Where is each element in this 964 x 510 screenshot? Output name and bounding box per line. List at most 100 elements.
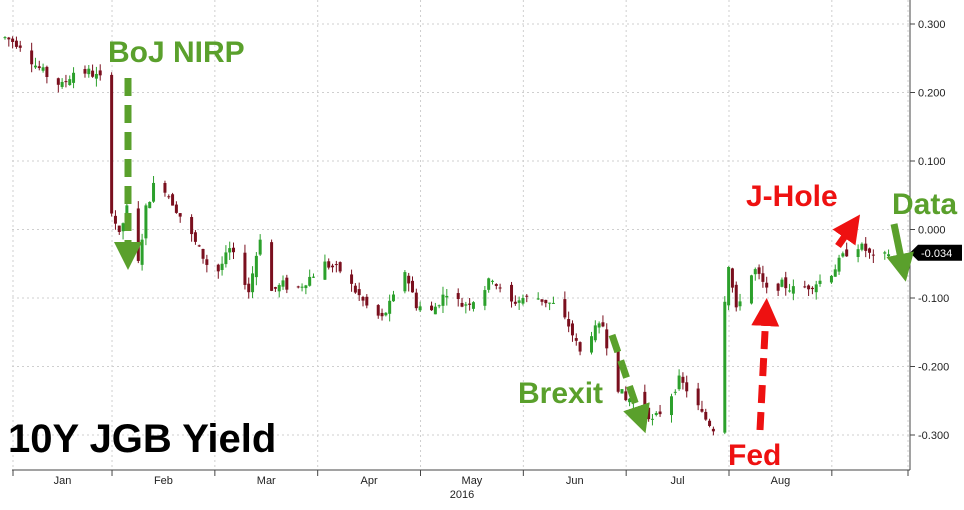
brexit-arrow xyxy=(608,333,650,434)
candle-body xyxy=(270,242,274,291)
candle-body xyxy=(300,286,304,288)
candle-body xyxy=(856,249,860,257)
candle-body xyxy=(597,323,601,328)
candle-body xyxy=(144,205,148,239)
candle-body xyxy=(414,292,418,309)
candle-body xyxy=(254,255,258,278)
candle-body xyxy=(807,285,811,290)
x-tick-label: Mar xyxy=(257,475,276,487)
candle-body xyxy=(590,336,594,353)
candle-body xyxy=(605,329,609,349)
candle-body xyxy=(456,293,460,300)
candle-body xyxy=(601,322,605,327)
candle-body xyxy=(64,81,68,83)
candle-body xyxy=(361,296,365,301)
candle-body xyxy=(845,249,849,257)
candle-body xyxy=(407,275,411,284)
candle-body xyxy=(570,323,574,336)
chart-title: 10Y JGB Yield xyxy=(8,417,276,461)
candle-body xyxy=(201,248,205,259)
candle-body xyxy=(727,266,731,306)
candle-body xyxy=(216,264,220,272)
x-tick-label: Jan xyxy=(54,475,72,487)
candle-body xyxy=(7,37,11,40)
candle-body xyxy=(669,396,673,416)
candle-body xyxy=(391,294,395,302)
y-tick-label: 0.200 xyxy=(918,88,946,100)
candle-body xyxy=(121,223,125,232)
candle-body xyxy=(814,284,818,293)
candle-body xyxy=(296,286,300,288)
candle-body xyxy=(708,420,712,426)
candle-body xyxy=(540,299,544,302)
candle-body xyxy=(517,300,521,303)
y-tick-label: 0.100 xyxy=(918,156,946,168)
x-axis: Jan Feb Mar Apr May Jun Jul Aug 2016 xyxy=(12,470,909,501)
candle-body xyxy=(544,299,548,304)
candle-body xyxy=(441,294,445,306)
candle-body xyxy=(197,245,201,247)
candle-body xyxy=(677,375,681,390)
candle-body xyxy=(445,295,449,298)
candle-body xyxy=(761,273,765,282)
candle-body xyxy=(365,296,369,306)
candle-body xyxy=(243,252,247,285)
candle-body xyxy=(513,301,517,304)
candle-body xyxy=(273,287,277,289)
candle-body xyxy=(757,267,761,274)
candle-body xyxy=(525,295,529,297)
candle-body xyxy=(94,73,98,79)
candle-body xyxy=(624,391,628,401)
candle-body xyxy=(45,66,49,78)
annotation-j-hole: J-Hole xyxy=(746,180,838,213)
annotation-data: Data xyxy=(892,188,957,221)
candle-body xyxy=(868,248,872,253)
candle-body xyxy=(841,253,845,257)
candle-body xyxy=(696,388,700,406)
annotation-arrows xyxy=(114,78,914,434)
candle-body xyxy=(56,78,60,85)
candle-body xyxy=(673,391,677,393)
y-tick-label: 0.300 xyxy=(918,19,946,31)
candle-body xyxy=(521,298,525,304)
candle-body xyxy=(833,269,837,277)
candle-body xyxy=(464,304,468,306)
candle-body xyxy=(18,45,22,48)
candle-body xyxy=(98,70,102,76)
candle-body xyxy=(232,247,236,253)
candle-body xyxy=(327,261,331,268)
candle-body xyxy=(730,268,734,288)
candle-body xyxy=(136,208,140,261)
candle-body xyxy=(536,298,540,300)
candle-body xyxy=(83,69,87,74)
candle-body xyxy=(776,283,780,291)
candle-body xyxy=(494,284,498,286)
candle-body xyxy=(258,239,262,255)
candle-body xyxy=(117,225,121,232)
y-tick-label: -0.300 xyxy=(918,430,949,442)
candle-body xyxy=(658,411,662,415)
candle-body xyxy=(87,68,91,75)
y-tick-label: -0.200 xyxy=(918,362,949,374)
candle-body xyxy=(810,287,814,290)
candle-body xyxy=(33,65,37,68)
candle-body xyxy=(163,182,167,193)
candle-body xyxy=(780,279,784,287)
last-value-tag: -0.034 xyxy=(910,244,962,261)
candle-body xyxy=(681,376,685,383)
candle-body xyxy=(224,252,228,265)
x-tick-label: Jul xyxy=(671,475,685,487)
candle-body xyxy=(3,37,7,39)
candle-body xyxy=(411,280,415,293)
candle-body xyxy=(818,280,822,284)
candle-body xyxy=(487,278,491,290)
candle-body xyxy=(753,269,757,275)
candle-body xyxy=(471,302,475,309)
candle-body xyxy=(30,50,34,65)
jhole-arrow xyxy=(832,214,861,249)
candle-body xyxy=(331,265,335,268)
candle-body xyxy=(148,201,152,209)
candle-body xyxy=(654,412,658,415)
candle-body xyxy=(430,305,434,311)
candle-body xyxy=(91,70,95,77)
